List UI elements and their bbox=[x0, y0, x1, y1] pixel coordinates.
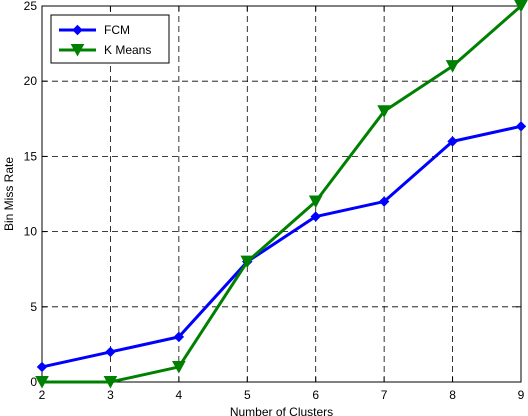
data-point bbox=[310, 211, 321, 222]
x-tick-label: 7 bbox=[381, 388, 388, 402]
y-tick-label: 20 bbox=[24, 74, 38, 88]
legend-label: FCM bbox=[104, 23, 130, 37]
data-point bbox=[515, 121, 527, 132]
data-point bbox=[172, 360, 186, 374]
legend: FCM K Means bbox=[50, 14, 170, 64]
data-point bbox=[35, 376, 49, 389]
x-tick-label: 8 bbox=[449, 388, 456, 402]
data-point bbox=[377, 105, 391, 118]
y-tick-label: 0 bbox=[30, 375, 37, 389]
x-tick-label: 5 bbox=[244, 388, 251, 402]
data-point bbox=[103, 376, 118, 389]
data-point bbox=[36, 361, 48, 373]
data-point bbox=[240, 255, 255, 269]
legend-box bbox=[50, 14, 170, 64]
legend-item: FCM bbox=[59, 23, 130, 37]
series-fcm bbox=[36, 121, 527, 373]
series-k-means bbox=[35, 0, 528, 389]
data-point bbox=[447, 136, 458, 147]
legend-marker bbox=[70, 44, 85, 57]
x-tick-label: 6 bbox=[312, 388, 319, 402]
x-axis-label: Number of Clusters bbox=[230, 405, 333, 416]
legend-label: K Means bbox=[104, 43, 151, 57]
data-point bbox=[173, 331, 185, 343]
y-tick-label: 25 bbox=[24, 0, 38, 13]
y-tick-label: 15 bbox=[24, 149, 38, 163]
plot-area bbox=[41, 5, 522, 383]
legend-item: K Means bbox=[59, 43, 151, 57]
data-point bbox=[378, 196, 390, 207]
y-tick-label: 10 bbox=[24, 225, 38, 239]
series-layer bbox=[35, 0, 528, 389]
y-tick-label: 5 bbox=[30, 300, 37, 314]
data-point bbox=[514, 0, 528, 13]
data-point bbox=[105, 346, 116, 358]
x-tick-label: 9 bbox=[518, 388, 525, 402]
y-axis-label: Bin Miss Rate bbox=[2, 157, 16, 231]
legend-marker bbox=[72, 24, 83, 36]
x-tick-label: 4 bbox=[176, 388, 183, 402]
series-line bbox=[41, 124, 522, 369]
x-tick-label: 3 bbox=[107, 388, 114, 402]
x-tick-label: 2 bbox=[39, 388, 46, 402]
data-point bbox=[308, 195, 323, 209]
data-point bbox=[445, 60, 460, 73]
series-line bbox=[42, 4, 522, 384]
